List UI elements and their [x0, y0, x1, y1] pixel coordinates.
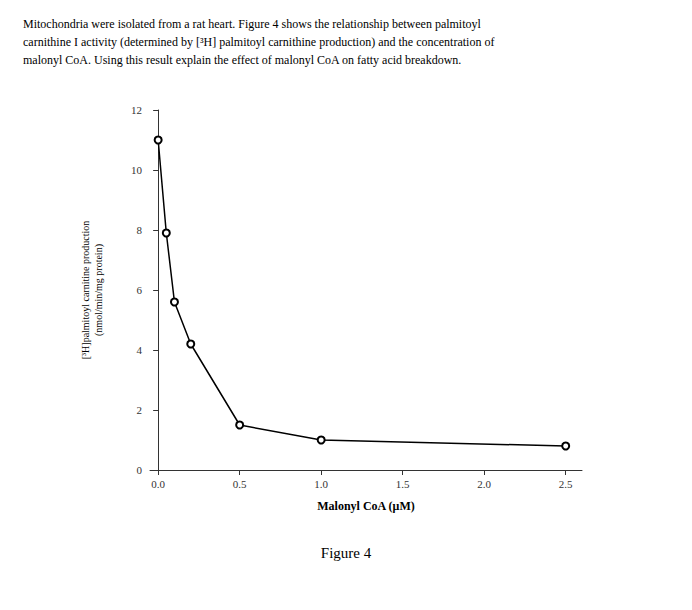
svg-text:(nmol/min/mg protein): (nmol/min/mg protein)	[93, 244, 105, 336]
svg-text:malonyl CoA. Using this result: malonyl CoA. Using this result explain t…	[23, 53, 461, 67]
svg-text:0.0: 0.0	[151, 478, 165, 490]
svg-text:8: 8	[137, 224, 143, 236]
svg-text:6: 6	[137, 284, 143, 296]
svg-text:carnithine I activity (determi: carnithine I activity (determined by [³H…	[23, 35, 494, 49]
svg-text:2: 2	[137, 404, 143, 416]
svg-text:Figure 4: Figure 4	[321, 545, 372, 561]
svg-text:Mitochondria were isolated fro: Mitochondria were isolated from a rat he…	[23, 17, 482, 31]
svg-text:1.5: 1.5	[396, 478, 410, 490]
svg-text:0.5: 0.5	[233, 478, 247, 490]
svg-text:2.5: 2.5	[559, 478, 573, 490]
svg-text:10: 10	[131, 164, 143, 176]
svg-text:2.0: 2.0	[477, 478, 491, 490]
svg-text:[³H]palmitoyl carnitine produc: [³H]palmitoyl carnitine production	[80, 221, 91, 360]
svg-text:Malonyl CoA (μM): Malonyl CoA (μM)	[317, 499, 414, 513]
svg-text:1.0: 1.0	[314, 478, 328, 490]
svg-text:12: 12	[131, 104, 142, 116]
svg-text:4: 4	[137, 344, 143, 356]
svg-text:0: 0	[137, 464, 143, 476]
